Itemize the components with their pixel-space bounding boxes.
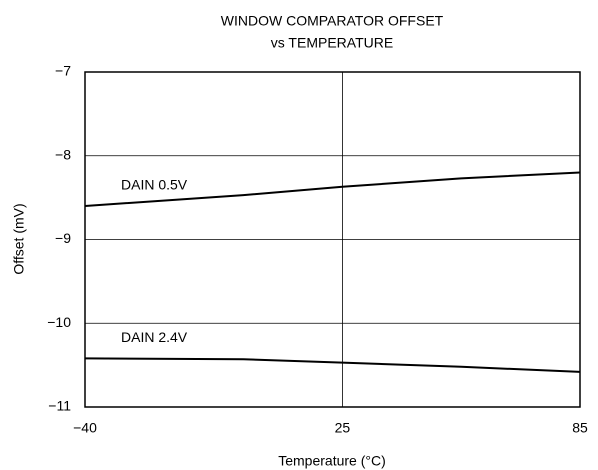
x-tick-label: 25 xyxy=(335,420,351,436)
y-tick-label: −9 xyxy=(55,230,71,246)
chart-title: WINDOW COMPARATOR OFFSET xyxy=(221,13,444,29)
y-tick-label: −8 xyxy=(55,146,71,162)
y-tick-label: −11 xyxy=(48,398,71,414)
y-tick-label: −7 xyxy=(55,63,71,79)
line xyxy=(84,171,581,207)
y-axis-label: Offset (mV) xyxy=(11,203,27,274)
x-axis-label: Temperature (°C) xyxy=(278,453,386,469)
line xyxy=(84,357,581,373)
y-tick-label: −10 xyxy=(47,314,71,330)
x-tick-label: 85 xyxy=(572,420,588,436)
x-tick-label: −40 xyxy=(73,420,97,436)
series-label: DAIN 2.4V xyxy=(121,329,188,345)
series-label: DAIN 0.5V xyxy=(121,177,188,193)
chart-subtitle: vs TEMPERATURE xyxy=(271,35,393,51)
